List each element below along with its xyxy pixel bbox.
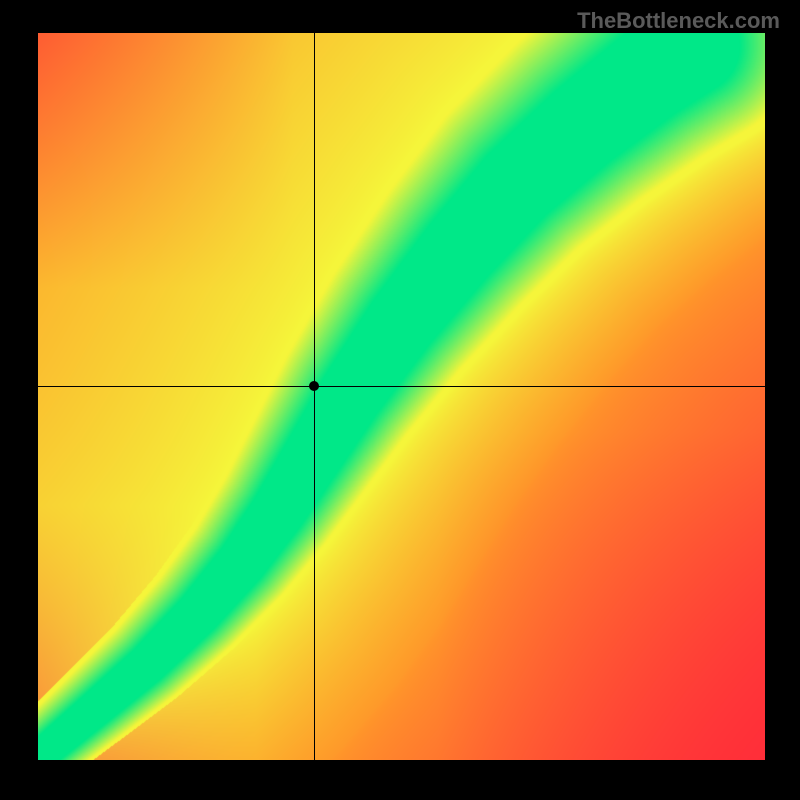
watermark-text: TheBottleneck.com bbox=[577, 8, 780, 34]
crosshair-vertical bbox=[314, 33, 315, 760]
crosshair-horizontal bbox=[38, 386, 765, 387]
crosshair-marker bbox=[309, 381, 319, 391]
heatmap-canvas bbox=[38, 33, 765, 760]
heatmap-plot bbox=[38, 33, 765, 760]
